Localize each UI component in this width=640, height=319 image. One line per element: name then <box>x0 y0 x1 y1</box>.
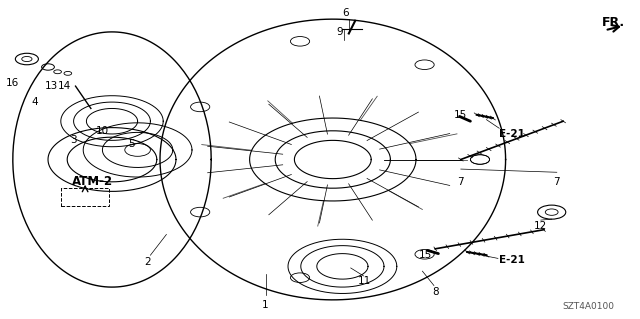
Text: 7: 7 <box>554 177 560 187</box>
Text: E-21: E-21 <box>499 255 525 265</box>
Text: SZT4A0100: SZT4A0100 <box>563 302 614 311</box>
Text: 2: 2 <box>144 256 150 267</box>
Text: 8: 8 <box>432 287 438 297</box>
Text: FR.: FR. <box>602 16 625 29</box>
Text: 13: 13 <box>45 81 58 91</box>
Text: ATM-2: ATM-2 <box>72 175 113 188</box>
Text: 11: 11 <box>358 276 371 286</box>
Bar <box>61 188 109 206</box>
Text: 5: 5 <box>128 138 134 149</box>
Text: 12: 12 <box>534 221 547 232</box>
Text: 1: 1 <box>262 300 269 310</box>
Text: 7: 7 <box>458 177 464 187</box>
Text: E-21: E-21 <box>499 129 525 139</box>
Text: 15: 15 <box>419 250 432 260</box>
Text: 3: 3 <box>70 135 77 145</box>
Text: 4: 4 <box>32 97 38 107</box>
Text: 6: 6 <box>342 8 349 18</box>
Text: 16: 16 <box>6 78 19 88</box>
Text: 15: 15 <box>454 110 467 120</box>
Text: 9: 9 <box>336 27 342 37</box>
Text: 10: 10 <box>96 126 109 136</box>
Text: 14: 14 <box>58 81 70 91</box>
